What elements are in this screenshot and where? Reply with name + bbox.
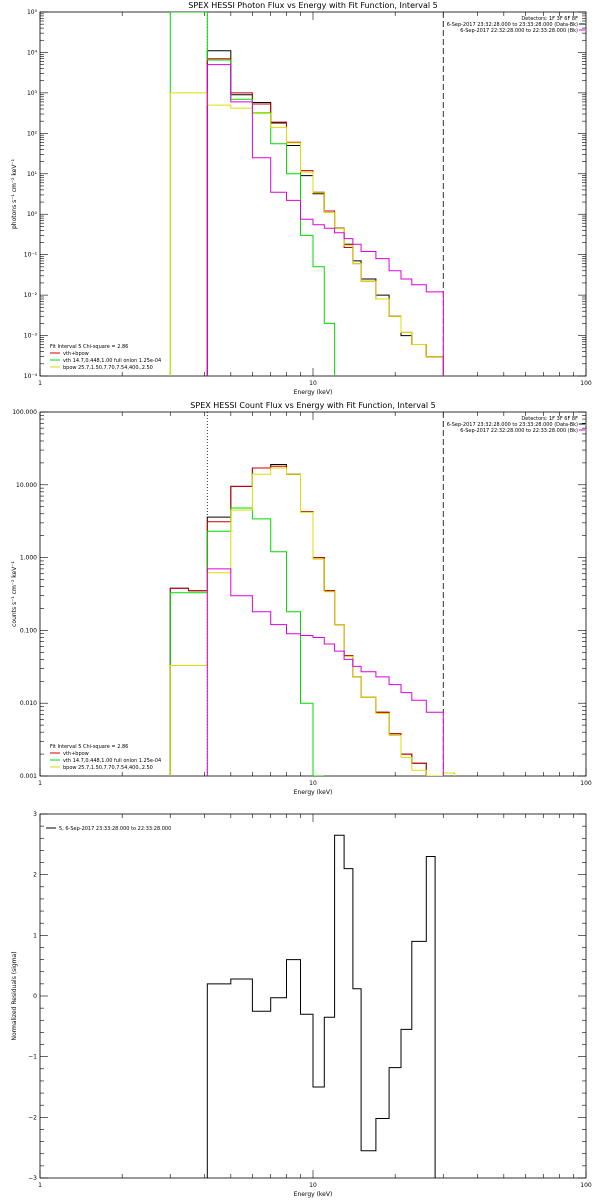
x-tick-label: 100 xyxy=(580,1182,592,1189)
fit-summary: Fit Interval 5 Chi-square = 2.86 xyxy=(50,744,128,750)
legend-entry: 5, 6-Sep-2017 23:33:28.000 to 22:33:28.0… xyxy=(59,826,171,832)
chart-panel-1: SPEX HESSI Photon Flux vs Energy with Fi… xyxy=(11,1,592,396)
series-vth-line xyxy=(169,12,336,376)
series-bpow-line xyxy=(169,92,444,376)
x-tick-label: 100 xyxy=(580,780,592,787)
plot-frame xyxy=(39,813,587,1179)
info-line: Detectors: 1F 3F 6F 8F xyxy=(521,16,578,22)
legend-entry: vth 14.7,0.448,1.00 full onlon 1.25e-04 xyxy=(63,758,161,764)
legend-entry: vth+bpow xyxy=(63,751,89,757)
y-tick-label: 0.010 xyxy=(20,700,37,707)
x-tick-label: 1 xyxy=(38,1182,42,1189)
x-axis-label: Energy (keV) xyxy=(294,1191,333,1198)
x-axis-label: Energy (keV) xyxy=(294,389,333,396)
x-tick-label: 10 xyxy=(309,380,317,387)
y-tick-label: 3 xyxy=(33,811,37,818)
chart-title: SPEX HESSI Photon Flux vs Energy with Fi… xyxy=(188,1,438,10)
series-residuals-line xyxy=(206,834,436,1178)
y-tick-label: 10¹ xyxy=(27,171,38,178)
y-tick-label: 0 xyxy=(33,993,37,1000)
y-tick-label: −2 xyxy=(28,1114,37,1121)
y-tick-label: 10³ xyxy=(27,90,38,97)
series-vth-bpow-line xyxy=(206,58,444,376)
y-tick-label: 10⁻⁴ xyxy=(24,373,38,380)
y-tick-label: 10⁵ xyxy=(27,9,38,16)
legend-entry: vth 14.7,0.448,1.00 full onlon 1.25e-04 xyxy=(63,358,161,364)
chart-panel-3: 1 10 100 −3 −2 −1 0 1 2 3 Energy (keV) Normalized R… xyxy=(11,811,592,1198)
info-line: 6-Sep-2017 23:32:28.000 to 23:33:28.000 … xyxy=(447,22,578,28)
legend-entry: bpow 25.7,1.50,7.70,7.54,400.,2.50 xyxy=(63,765,153,771)
series-vth-line xyxy=(169,507,325,776)
x-axis-label: Energy (keV) xyxy=(294,789,333,796)
y-axis-label: counts s⁻¹ cm⁻² keV⁻¹ xyxy=(11,561,18,627)
chart-title: SPEX HESSI Count Flux vs Energy with Fit… xyxy=(190,401,435,410)
x-tick-label: 1 xyxy=(38,780,42,787)
fit-summary: Fit Interval 5 Chi-square = 2.86 xyxy=(50,344,128,350)
y-tick-label: 10² xyxy=(27,130,38,137)
x-tick-label: 10 xyxy=(309,1182,317,1189)
y-tick-label: 10⁴ xyxy=(27,49,38,56)
y-tick-label: 10.000 xyxy=(16,482,37,489)
y-tick-label: 100.000 xyxy=(12,409,37,416)
chart-panel-2: SPEX HESSI Count Flux vs Energy with Fit… xyxy=(11,401,592,796)
legend-entry: vth+bpow xyxy=(63,351,89,357)
y-tick-label: 1 xyxy=(33,932,37,939)
y-tick-label: 0.100 xyxy=(20,627,37,634)
y-tick-label: 0.001 xyxy=(20,773,37,780)
legend-entry: bpow 25.7,1.50,7.70,7.54,400.,2.50 xyxy=(63,365,153,371)
y-tick-label: −1 xyxy=(28,1054,37,1061)
series-bk-line xyxy=(206,64,444,376)
y-axis-label: Normalized Residuals (sigma) xyxy=(11,951,18,1040)
y-tick-label: 10⁻² xyxy=(24,292,38,299)
info-line: Detectors: 1F 3F 6F 8F xyxy=(521,416,578,422)
y-tick-label: 10⁰ xyxy=(27,211,38,218)
series-bpow-line xyxy=(169,467,456,776)
info-line: 6-Sep-2017 22:32:28.000 to 22:33:28.000 … xyxy=(460,28,578,34)
y-tick-label: 10⁻¹ xyxy=(24,252,38,259)
y-tick-label: −3 xyxy=(28,1175,37,1182)
x-tick-label: 10 xyxy=(309,780,317,787)
info-line: 6-Sep-2017 22:32:28.000 to 22:33:28.000 … xyxy=(460,428,578,434)
series-bk-line xyxy=(206,568,444,776)
y-tick-label: 10⁻³ xyxy=(24,333,38,340)
info-line: 6-Sep-2017 23:32:28.000 to 23:33:28.000 … xyxy=(447,422,578,428)
y-tick-label: 1.000 xyxy=(20,555,37,562)
x-tick-label: 100 xyxy=(580,380,592,387)
y-tick-label: 2 xyxy=(33,872,37,879)
y-axis-label: photons s⁻¹ cm⁻² keV⁻¹ xyxy=(11,158,18,229)
x-tick-label: 1 xyxy=(38,380,42,387)
